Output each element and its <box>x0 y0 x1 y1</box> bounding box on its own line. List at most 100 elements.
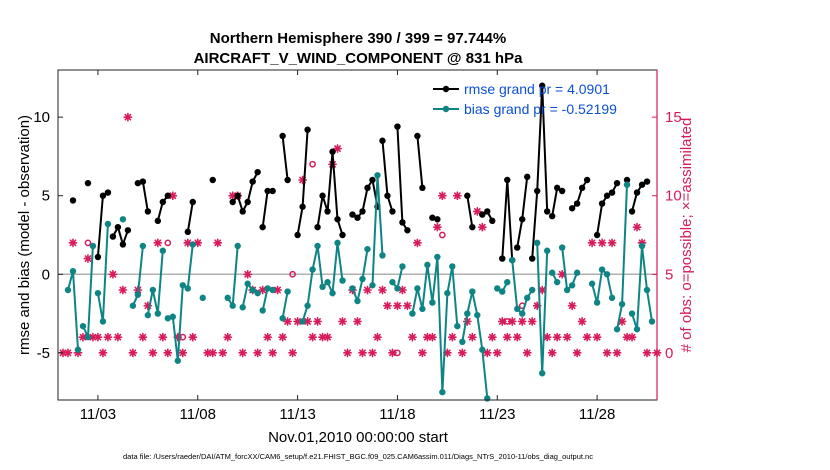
bias-line <box>167 285 184 361</box>
rmse-point <box>489 217 496 225</box>
bias-point <box>94 289 102 297</box>
rmse-point <box>499 255 506 262</box>
asterisk-stroke <box>99 349 107 357</box>
asterisk-stroke <box>478 223 486 231</box>
asterisk-stroke <box>274 286 282 294</box>
obs-assimilated-marker <box>118 285 128 295</box>
asterisk-stroke <box>84 255 92 262</box>
bias-point <box>454 322 461 330</box>
rmse-point <box>319 192 326 199</box>
obs-assimilated-marker <box>353 317 362 326</box>
bias-point <box>543 247 551 254</box>
legend: rmse grand pr = 4.0901 bias grand pr = -… <box>433 81 617 117</box>
y2-tick-label: 0 <box>665 345 673 362</box>
obs-assimilated-marker <box>622 332 632 342</box>
rmse-point <box>504 176 511 184</box>
bias-point <box>573 269 581 276</box>
legend-marker-rmse <box>442 85 450 93</box>
asterisk-stroke <box>284 318 292 325</box>
y2-tick-label: 5 <box>665 266 673 283</box>
rmse-point <box>239 208 246 215</box>
bias-point <box>449 263 456 270</box>
asterisk-stroke <box>538 286 546 294</box>
bias-point <box>119 216 127 223</box>
rmse-point <box>429 214 436 221</box>
bias-point <box>638 242 646 250</box>
obs-assimilated-marker <box>213 238 223 248</box>
asterisk-stroke <box>369 349 376 357</box>
bias-line <box>411 256 459 393</box>
asterisk-stroke <box>508 318 516 325</box>
obs-assimilated-marker <box>452 191 462 201</box>
rmse-line <box>261 190 273 228</box>
rmse-point <box>534 187 541 195</box>
rmse-point <box>598 200 606 207</box>
bias-line <box>536 242 549 374</box>
bias-point <box>149 286 157 294</box>
bias-point <box>319 283 326 291</box>
bias-point <box>369 282 376 289</box>
obs-assimilated-marker <box>238 348 248 358</box>
rmse-point <box>404 227 411 234</box>
rmse-line <box>466 195 474 228</box>
asterisk-stroke <box>139 333 147 341</box>
obs-assimilated-marker <box>442 348 452 358</box>
obs-assimilated-marker <box>253 348 263 358</box>
rmse-point <box>164 192 172 199</box>
obs-assimilated-marker <box>163 348 173 358</box>
asterisk-stroke <box>239 349 247 357</box>
obs-assimilated-marker <box>502 332 512 342</box>
bias-point <box>69 267 77 275</box>
asterisk-stroke <box>563 333 571 341</box>
rmse-point <box>479 211 486 218</box>
rmse-point <box>638 181 646 188</box>
bias-line <box>186 244 194 289</box>
asterisk-stroke <box>428 333 436 341</box>
rmse-point <box>379 137 386 144</box>
bias-point <box>459 338 466 346</box>
rmse-point <box>643 178 651 185</box>
obs-assimilated-marker <box>612 348 622 358</box>
asterisk-stroke <box>149 349 157 357</box>
bias-point <box>239 304 246 311</box>
rmse-point <box>359 208 366 215</box>
obs-assimilated-marker <box>447 332 457 342</box>
rmse-point <box>529 255 536 262</box>
rmse-point <box>69 197 77 204</box>
bias-point <box>349 285 356 292</box>
obs-assimilated-marker <box>487 332 497 342</box>
asterisk-stroke <box>384 302 391 310</box>
obs-assimilated-marker <box>68 238 78 248</box>
rmse-line <box>381 140 394 212</box>
asterisk-stroke <box>399 286 406 294</box>
bias-point <box>568 282 576 289</box>
bias-point <box>469 288 476 295</box>
obs-assimilated-marker <box>363 285 372 295</box>
obs-assimilated-marker <box>153 238 163 248</box>
bias-point <box>234 242 241 250</box>
asterisk-stroke <box>558 270 566 278</box>
bias-point <box>189 241 196 248</box>
obs-assimilated-marker <box>283 317 293 326</box>
asterisk-stroke <box>224 333 232 341</box>
bias-point <box>414 285 421 292</box>
obs-assimilated-marker <box>522 348 532 358</box>
bias-point <box>264 285 271 292</box>
bias-point <box>379 252 386 259</box>
asterisk-stroke <box>264 333 272 341</box>
obs-assimilated-marker <box>303 317 312 326</box>
obs-assimilated-marker <box>477 222 487 232</box>
asterisk-stroke <box>279 333 287 341</box>
bias-point <box>633 326 641 333</box>
obs-assimilated-marker <box>383 301 392 311</box>
asterisk-stroke <box>324 333 331 341</box>
asterisk-stroke <box>483 349 491 357</box>
asterisk-stroke <box>443 349 451 357</box>
bias-line <box>616 184 628 330</box>
obs-assimilated-marker <box>542 332 552 342</box>
x-tick-label: 11/13 <box>279 406 315 423</box>
rmse-point <box>514 244 521 251</box>
x-tick-label: 11/03 <box>80 406 116 423</box>
rmse-point <box>633 189 641 196</box>
